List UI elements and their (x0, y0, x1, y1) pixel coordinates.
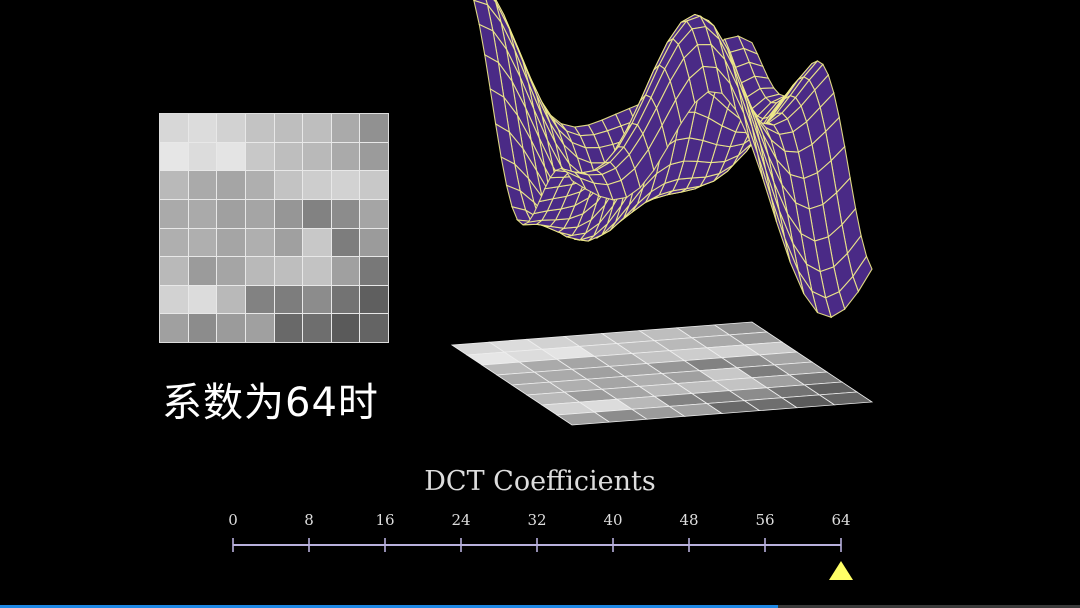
pixel-cell (331, 228, 360, 257)
tick-label: 8 (304, 511, 314, 529)
pixel-cell (245, 228, 274, 257)
pixel-cell (274, 285, 303, 314)
pixel-cell (331, 114, 360, 142)
pixel-cell (360, 228, 388, 257)
pixel-cell (274, 314, 303, 342)
pixel-cell (217, 228, 245, 257)
pixel-cell (303, 114, 331, 142)
pixel-cell (160, 199, 188, 228)
pixel-cell (331, 142, 360, 171)
tick-label: 24 (451, 511, 470, 529)
pixel-cell (188, 285, 217, 314)
pixel-cell (217, 285, 245, 314)
pixel-cell (160, 285, 188, 314)
pixel-cell (160, 114, 188, 142)
pixel-cell (360, 285, 388, 314)
tick-label: 40 (603, 511, 622, 529)
pixel-cell (188, 114, 217, 142)
pixel-cell (245, 257, 274, 285)
pixel-cell (160, 257, 188, 285)
pixel-cell (217, 314, 245, 342)
pixel-cell (303, 285, 331, 314)
tick-label: 56 (755, 511, 774, 529)
pixel-cell (188, 314, 217, 342)
value-marker-triangle[interactable] (829, 561, 853, 580)
pixel-cell (274, 142, 303, 171)
coefficient-number-line: 0 8 16 24 32 40 48 56 64 (228, 511, 853, 580)
pixel-cell (217, 114, 245, 142)
pixel-cell (245, 199, 274, 228)
pixel-block-8x8 (159, 113, 389, 343)
floor-pixel-grid (450, 321, 874, 426)
tick-label: 64 (831, 511, 850, 529)
axis-title: DCT Coefficients (424, 466, 656, 497)
pixel-cell (188, 199, 217, 228)
pixel-cell (360, 142, 388, 171)
pixel-cell (360, 257, 388, 285)
video-progress-fill (0, 605, 778, 608)
pixel-cell (245, 171, 274, 199)
caption-text: 系数为64时 (162, 380, 379, 426)
pixel-cell (303, 171, 331, 199)
pixel-cell (160, 142, 188, 171)
pixel-cell (274, 228, 303, 257)
pixel-cell (331, 257, 360, 285)
pixel-cell (360, 314, 388, 342)
pixel-cell (188, 171, 217, 199)
pixel-cell (245, 314, 274, 342)
pixel-cell (331, 171, 360, 199)
pixel-cell (274, 171, 303, 199)
pixel-cell (274, 199, 303, 228)
pixel-cell (245, 142, 274, 171)
tick-label: 32 (527, 511, 546, 529)
pixel-cell (217, 171, 245, 199)
pixel-cell (331, 314, 360, 342)
floor-cell (818, 391, 874, 406)
pixel-cell (331, 199, 360, 228)
pixel-cell (217, 142, 245, 171)
pixel-cell (303, 314, 331, 342)
tick-label: 16 (375, 511, 394, 529)
pixel-cell (303, 228, 331, 257)
pixel-cell (303, 142, 331, 171)
pixel-cell (160, 228, 188, 257)
pixel-cell (188, 228, 217, 257)
pixel-cell (160, 171, 188, 199)
pixel-cell (217, 199, 245, 228)
pixel-cell (303, 257, 331, 285)
pixel-cell (188, 142, 217, 171)
pixel-cell (245, 285, 274, 314)
dct-surface-wireframe (473, 0, 873, 319)
pixel-cell (188, 257, 217, 285)
pixel-cell (331, 285, 360, 314)
video-progress-bar[interactable] (0, 605, 1080, 608)
pixel-cell (360, 114, 388, 142)
tick-label: 48 (679, 511, 698, 529)
pixel-cell (217, 257, 245, 285)
pixel-cell (160, 314, 188, 342)
tick-label: 0 (228, 511, 238, 529)
pixel-cell (360, 171, 388, 199)
pixel-cell (360, 199, 388, 228)
pixel-cell (245, 114, 274, 142)
surface-patch (565, 170, 587, 191)
pixel-cell (274, 257, 303, 285)
pixel-cell (303, 199, 331, 228)
pixel-cell (274, 114, 303, 142)
